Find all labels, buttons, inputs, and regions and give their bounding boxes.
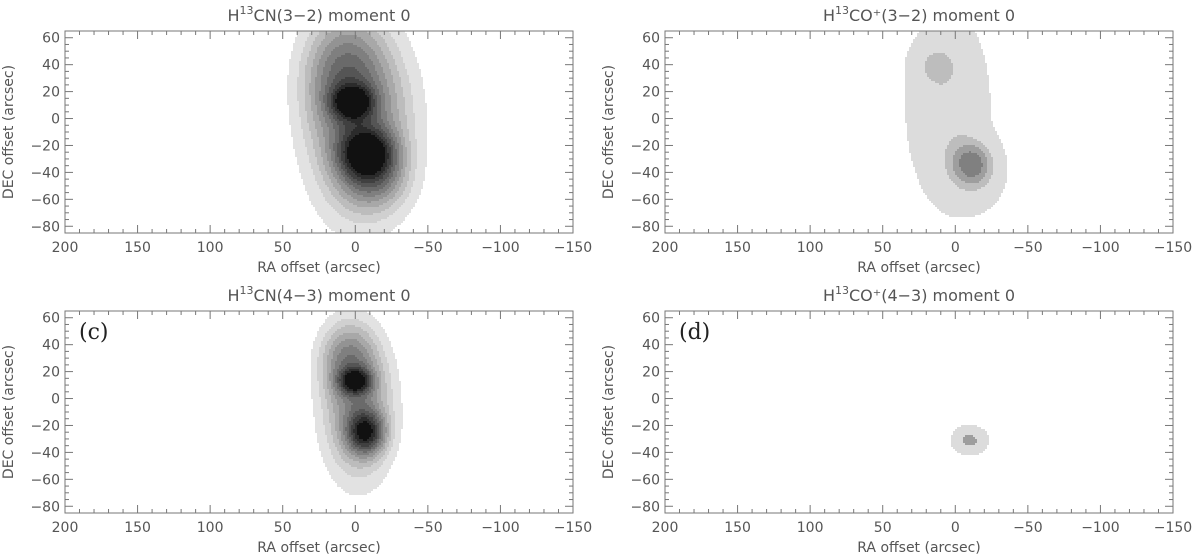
contour-fill xyxy=(951,425,989,455)
x-tick-label: 100 xyxy=(797,240,824,256)
contour-fill xyxy=(311,311,403,495)
x-tick-label: 150 xyxy=(124,240,151,256)
contour-level-11 xyxy=(335,87,385,175)
y-tick-label: 0 xyxy=(51,112,60,128)
x-tick-label: −50 xyxy=(413,520,443,536)
x-tick-label: 50 xyxy=(874,240,892,256)
y-tick-label: 20 xyxy=(642,365,660,381)
x-tick-label: 100 xyxy=(197,240,224,256)
y-tick-label: −20 xyxy=(630,418,660,434)
x-tick-label: 0 xyxy=(351,240,360,256)
y-axis-label: DEC offset (arcsec) xyxy=(1,345,17,479)
panel-label: (c) xyxy=(79,320,109,345)
contour-level-4 xyxy=(959,151,983,177)
contour-level-1 xyxy=(905,31,1007,217)
y-tick-label: −40 xyxy=(30,165,60,181)
y-tick-label: −20 xyxy=(630,138,660,154)
contour-level-11 xyxy=(345,371,373,441)
y-tick-label: 40 xyxy=(42,58,60,74)
y-tick-label: −80 xyxy=(30,219,60,235)
x-tick-label: −100 xyxy=(481,520,519,536)
y-tick-label: −60 xyxy=(30,192,60,208)
panel-1: 200 150 100 50 0 −50 −100 −1506040200−20−40−60−… xyxy=(1,4,592,276)
x-tick-label: 0 xyxy=(951,520,960,536)
x-tick-label: 150 xyxy=(124,520,151,536)
y-tick-label: 60 xyxy=(42,31,60,47)
y-tick-label: 0 xyxy=(51,392,60,408)
y-tick-label: −60 xyxy=(30,472,60,488)
y-tick-label: 40 xyxy=(642,338,660,354)
x-tick-label: 150 xyxy=(724,520,751,536)
x-tick-label: 200 xyxy=(52,240,79,256)
contour-fill xyxy=(287,31,427,233)
x-tick-label: −100 xyxy=(1081,520,1119,536)
x-tick-label: 200 xyxy=(652,240,679,256)
y-tick-label: −40 xyxy=(630,165,660,181)
y-axis-label: DEC offset (arcsec) xyxy=(601,65,617,199)
y-tick-label: 60 xyxy=(642,311,660,327)
y-tick-label: 40 xyxy=(42,338,60,354)
x-tick-label: 200 xyxy=(52,520,79,536)
y-tick-label: −20 xyxy=(30,418,60,434)
x-tick-label: 0 xyxy=(351,520,360,536)
y-axis-label: DEC offset (arcsec) xyxy=(1,65,17,199)
y-tick-label: 20 xyxy=(42,365,60,381)
x-tick-label: 0 xyxy=(951,240,960,256)
x-tick-label: −150 xyxy=(1154,520,1192,536)
y-tick-label: −60 xyxy=(630,472,660,488)
x-axis-label: RA offset (arcsec) xyxy=(857,540,981,556)
x-axis-label: RA offset (arcsec) xyxy=(257,260,381,276)
x-tick-label: −50 xyxy=(413,240,443,256)
y-tick-label: 0 xyxy=(651,112,660,128)
contour-level-2 xyxy=(963,435,977,445)
x-tick-label: −50 xyxy=(1013,520,1043,536)
x-tick-label: −150 xyxy=(554,240,592,256)
y-tick-label: 20 xyxy=(642,85,660,101)
x-axis-label: RA offset (arcsec) xyxy=(857,260,981,276)
x-tick-label: 50 xyxy=(274,520,292,536)
y-tick-label: 0 xyxy=(651,392,660,408)
y-tick-label: −60 xyxy=(630,192,660,208)
y-tick-label: 40 xyxy=(642,58,660,74)
y-tick-label: 20 xyxy=(42,85,60,101)
x-tick-label: 100 xyxy=(197,520,224,536)
x-tick-label: 50 xyxy=(274,240,292,256)
chart-title: H13CO⁺(4−3) moment 0 xyxy=(823,284,1015,305)
y-tick-label: −40 xyxy=(630,445,660,461)
panel-label: (d) xyxy=(679,320,710,345)
x-tick-label: 150 xyxy=(724,240,751,256)
x-axis-label: RA offset (arcsec) xyxy=(257,540,381,556)
y-axis-label: DEC offset (arcsec) xyxy=(601,345,617,479)
x-tick-label: −150 xyxy=(1154,240,1192,256)
y-tick-label: −20 xyxy=(30,138,60,154)
y-tick-label: −80 xyxy=(30,499,60,515)
x-tick-label: 200 xyxy=(652,520,679,536)
chart-title: H13CO⁺(3−2) moment 0 xyxy=(823,4,1015,25)
x-tick-label: −100 xyxy=(1081,240,1119,256)
x-tick-label: 50 xyxy=(874,520,892,536)
panel-2: 200 150 100 50 0 −50 −100 −1506040200−20−40−60−… xyxy=(601,4,1192,276)
chart-title: H13CN(4−3) moment 0 xyxy=(228,284,411,305)
y-tick-label: 60 xyxy=(642,31,660,47)
panel-3: 200 150 100 50 0 −50 −100 −1506040200−20−40−60−… xyxy=(1,284,592,556)
y-tick-label: −80 xyxy=(630,499,660,515)
y-tick-label: −80 xyxy=(630,219,660,235)
x-tick-label: −50 xyxy=(1013,240,1043,256)
panel-4: 200 150 100 50 0 −50 −100 −1506040200−20−40−60−… xyxy=(601,284,1192,556)
x-tick-label: −100 xyxy=(481,240,519,256)
y-tick-label: 60 xyxy=(42,311,60,327)
y-tick-label: −40 xyxy=(30,445,60,461)
contour-fill xyxy=(905,31,1007,217)
x-tick-label: 100 xyxy=(797,520,824,536)
chart-title: H13CN(3−2) moment 0 xyxy=(228,4,411,25)
plot-frame xyxy=(664,310,1174,514)
x-tick-label: −150 xyxy=(554,520,592,536)
